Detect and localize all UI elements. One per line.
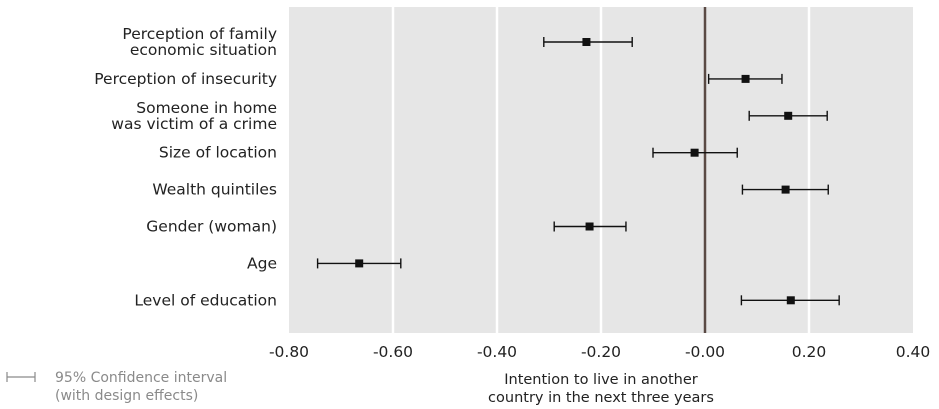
- estimate-row: [553, 221, 627, 232]
- estimate-row: [740, 295, 840, 306]
- estimate-row: [652, 147, 738, 158]
- point-estimate: [786, 296, 795, 305]
- y-axis-label: Someone in home: [136, 99, 277, 117]
- y-axis-label: Gender (woman): [146, 218, 277, 236]
- x-axis-label-line-2: country in the next three years: [488, 390, 714, 406]
- estimate-row: [748, 110, 828, 121]
- point-estimate: [690, 148, 699, 157]
- y-axis-label: Size of location: [159, 144, 277, 162]
- point-estimate: [741, 74, 750, 83]
- estimate-row: [707, 73, 783, 84]
- x-axis-ticks: -0.80 -0.60 -0.40 -0.20 -0.00 0.20 0.40: [269, 343, 930, 361]
- x-tick-label: 0.20: [792, 343, 827, 361]
- estimate-row: [741, 184, 829, 195]
- point-estimate: [355, 259, 364, 268]
- legend: 95% Confidence interval (with design eff…: [6, 370, 227, 404]
- estimate-row: [316, 258, 402, 269]
- y-axis-label: Age: [247, 254, 277, 272]
- point-estimate: [781, 185, 790, 194]
- y-axis-label: Perception of insecurity: [94, 70, 277, 88]
- legend-label-line-2: (with design effects): [55, 388, 198, 404]
- x-tick-label: -0.80: [269, 343, 309, 361]
- estimates: [316, 37, 840, 306]
- x-tick-label: -0.60: [373, 343, 413, 361]
- x-tick-label: 0.40: [896, 343, 931, 361]
- y-axis-label: Wealth quintiles: [152, 181, 277, 199]
- point-estimate: [582, 38, 591, 46]
- x-axis-label-line-1: Intention to live in another: [504, 372, 698, 388]
- x-tick-label: -0.20: [581, 343, 621, 361]
- y-axis-label: Level of education: [134, 291, 277, 309]
- estimate-row: [543, 37, 633, 47]
- point-estimate: [784, 111, 793, 120]
- y-axis-label: Perception of family: [122, 25, 277, 43]
- point-estimate: [585, 222, 594, 231]
- legend-label-line-1: 95% Confidence interval: [55, 370, 227, 386]
- y-axis-label: was victim of a crime: [111, 115, 277, 133]
- x-tick-label: -0.40: [477, 343, 517, 361]
- x-tick-label: -0.00: [685, 343, 725, 361]
- gridlines: [391, 7, 811, 333]
- y-axis-label: economic situation: [130, 41, 277, 59]
